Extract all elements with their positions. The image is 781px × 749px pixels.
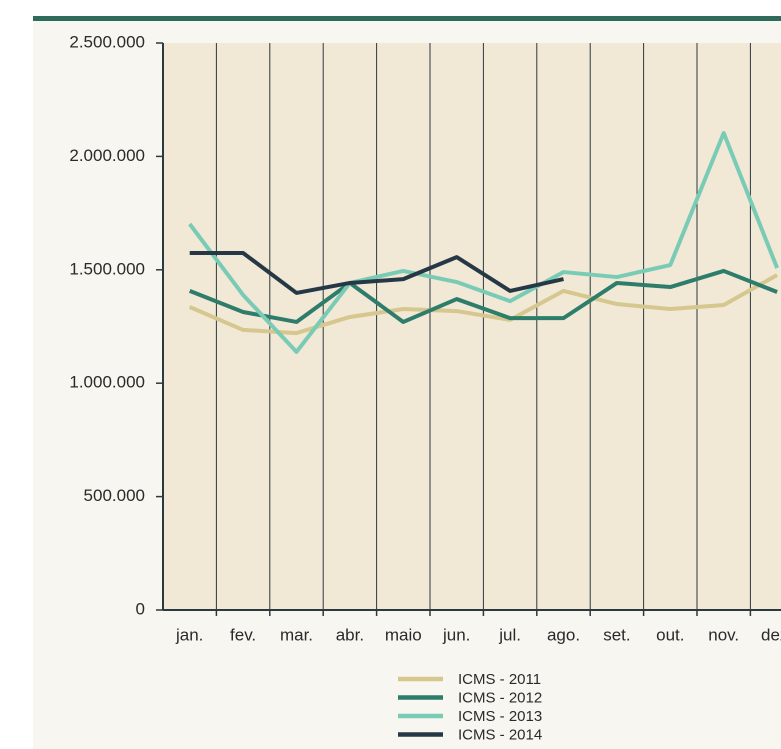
y-tick-label: 500.000 [84, 486, 145, 505]
legend-label: ICMS - 2014 [458, 726, 542, 743]
axes: 0 500.000 1.000.000 1.500.000 2.000.000 2.500… [69, 32, 781, 743]
x-tick-label: fev. [230, 625, 256, 644]
top-bar [33, 16, 781, 21]
plot-area [163, 43, 781, 610]
x-tick-label: abr. [336, 625, 364, 644]
x-tick-label: dez. [761, 625, 781, 644]
x-tick-label: out. [656, 625, 684, 644]
x-tick-label: jan. [175, 625, 203, 644]
x-tick-label: set. [603, 625, 630, 644]
y-tick-label: 1.000.000 [69, 373, 145, 392]
x-tick-label: jun. [442, 625, 470, 644]
x-tick-label: nov. [708, 625, 739, 644]
y-tick-label: 2.000.000 [69, 146, 145, 165]
legend-label: ICMS - 2013 [458, 708, 542, 725]
x-tick-label: mar. [280, 625, 313, 644]
lines [188, 131, 779, 354]
y-tick-label: 0 [136, 599, 145, 618]
series-line [188, 131, 779, 354]
x-tick-label: jul. [498, 625, 521, 644]
x-tick-label: maio [385, 625, 422, 644]
y-tick-label: 1.500.000 [69, 259, 145, 278]
y-tick-label: 2.500.000 [69, 32, 145, 51]
series-line [188, 273, 779, 336]
legend-label: ICMS - 2012 [458, 689, 542, 706]
series-line [189, 251, 564, 295]
series-line [188, 268, 778, 324]
x-tick-label: ago. [547, 625, 580, 644]
legend-label: ICMS - 2011 [458, 671, 541, 688]
